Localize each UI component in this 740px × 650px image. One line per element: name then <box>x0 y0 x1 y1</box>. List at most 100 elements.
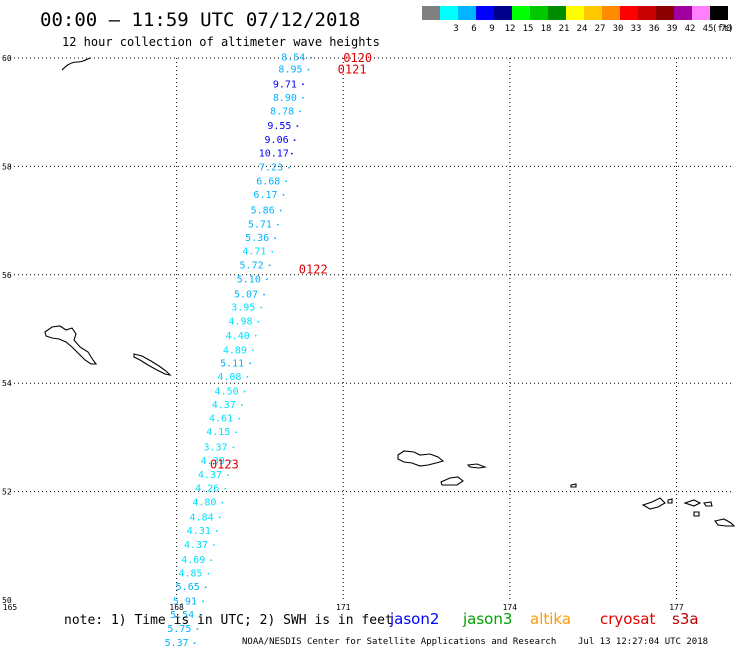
color-swatch-label: 42 <box>685 24 696 34</box>
map-plot-area: 8.548.95 9.71 8.90 8.78 9.55 9.06 10.17 7.23 6.6… <box>2 51 736 649</box>
track-point <box>302 96 304 99</box>
island-rat-1 <box>641 497 666 510</box>
track-point <box>213 544 215 546</box>
color-swatch <box>494 6 512 20</box>
satellite-legend-item: jason3 <box>462 610 512 628</box>
satellite-legend-item: jason2 <box>389 610 439 628</box>
color-swatch <box>476 6 494 20</box>
color-swatch-label: 27 <box>595 24 606 34</box>
swh-value-label: 5.86 <box>251 206 275 217</box>
swh-value-label: 9.06 <box>265 135 289 146</box>
track-point <box>215 529 218 532</box>
y-tick-label: 52 <box>2 488 12 497</box>
island-rat-4 <box>703 501 713 507</box>
x-tick-label: 174 <box>503 603 518 612</box>
color-swatch-label: 3 <box>453 24 458 34</box>
track-point <box>310 56 313 59</box>
x-tick-label: 168 <box>169 603 184 612</box>
swh-value-label: 5.36 <box>245 233 269 244</box>
swh-value-label: 10.17 <box>259 149 289 160</box>
track-point <box>277 223 279 226</box>
track-point <box>207 572 210 575</box>
swh-value-label: 5.10 <box>237 274 261 285</box>
swh-value-label: 8.54 <box>281 53 305 64</box>
track-point <box>204 586 207 589</box>
axis-tick-labels: 165 168 171 174 177 50 52 54 56 58 60 <box>2 54 684 612</box>
swh-value-label: 6.17 <box>253 190 277 201</box>
swh-value-label: 4.15 <box>206 427 230 438</box>
swh-value-label: 4.80 <box>192 498 216 509</box>
y-tick-label: 56 <box>2 271 12 280</box>
track-point <box>302 83 304 86</box>
color-swatch-label: 18 <box>541 24 552 34</box>
footer-timestamp: Jul 13 12:27:04 UTC 2018 <box>578 637 708 647</box>
swh-value-label: 9.55 <box>267 121 291 132</box>
island-commander-medny <box>133 353 172 376</box>
swh-value-label: 4.39 <box>201 456 225 467</box>
track-point <box>224 487 227 490</box>
chart-title: 00:00 – 11:59 UTC 07/12/2018 <box>40 9 360 31</box>
swh-value-label: 5.65 <box>176 582 200 593</box>
color-swatch <box>422 6 440 20</box>
color-swatch <box>656 6 674 20</box>
swh-value-label: 5.07 <box>234 290 258 301</box>
swh-value-label: 3.95 <box>231 303 255 314</box>
color-swatch <box>710 6 728 20</box>
track-point <box>279 209 282 212</box>
swh-value-label: 5.11 <box>220 358 244 369</box>
swh-value-label: 5.75 <box>167 624 191 635</box>
track-point <box>199 613 202 616</box>
y-tick-label: 54 <box>2 379 12 388</box>
color-swatch-label: 70 <box>721 24 732 34</box>
swh-value-label: 8.90 <box>273 93 297 104</box>
track-point <box>202 600 204 603</box>
swh-value-label: 5.71 <box>248 220 272 231</box>
color-swatch-label: 9 <box>489 24 494 34</box>
track-point <box>254 334 257 337</box>
island-rat-6 <box>693 511 700 517</box>
swh-value-label: 4.89 <box>223 345 247 356</box>
swh-value-label: 4.98 <box>228 317 252 328</box>
swh-value-label: 4.85 <box>178 569 202 580</box>
track-point <box>307 68 310 71</box>
track-point <box>221 501 224 504</box>
swh-value-label: 4.37 <box>198 470 222 481</box>
pass-time-label: 0123 <box>210 457 239 471</box>
track-point <box>299 110 302 113</box>
color-swatch <box>566 6 584 20</box>
satellite-legend-item: s3a <box>672 610 699 628</box>
swh-value-label: 9.71 <box>273 79 297 90</box>
swh-value-label: 4.37 <box>184 540 208 551</box>
jason2-track: 8.548.95 9.71 8.90 8.78 9.55 9.06 10.17 7.23 6.6… <box>165 53 313 649</box>
color-swatch <box>692 6 710 20</box>
track-point <box>227 474 229 476</box>
swh-value-label: 4.31 <box>187 526 211 537</box>
color-swatch <box>620 6 638 20</box>
color-swatch-label: 33 <box>631 24 642 34</box>
color-scale-unit: (ft) <box>712 24 734 34</box>
swh-value-label: 5.72 <box>240 260 264 271</box>
chart-subtitle: 12 hour collection of altimeter wave hei… <box>62 35 380 49</box>
track-point <box>238 417 240 420</box>
plot-frame <box>10 58 732 600</box>
swh-value-label: 4.40 <box>226 331 250 342</box>
color-swatch <box>458 6 476 20</box>
swh-value-label: 4.26 <box>195 484 219 495</box>
swh-value-label: 5.91 <box>173 596 197 607</box>
color-swatch <box>638 6 656 20</box>
island-rat-3 <box>683 499 702 507</box>
track-point <box>252 349 254 352</box>
swh-value-label: 4.69 <box>181 555 205 566</box>
track-point <box>240 404 243 407</box>
track-point <box>246 376 249 378</box>
y-tick-label: 60 <box>2 54 12 63</box>
track-point <box>290 152 293 155</box>
track-point <box>265 278 268 281</box>
y-tick-label: 58 <box>2 162 12 171</box>
track-point <box>293 139 296 141</box>
swh-value-label: 4.37 <box>212 400 236 411</box>
track-point <box>249 362 252 365</box>
footer-note: note: 1) Time is in UTC; 2) SWH is in fe… <box>64 613 393 628</box>
swh-value-label: 8.78 <box>270 106 294 117</box>
